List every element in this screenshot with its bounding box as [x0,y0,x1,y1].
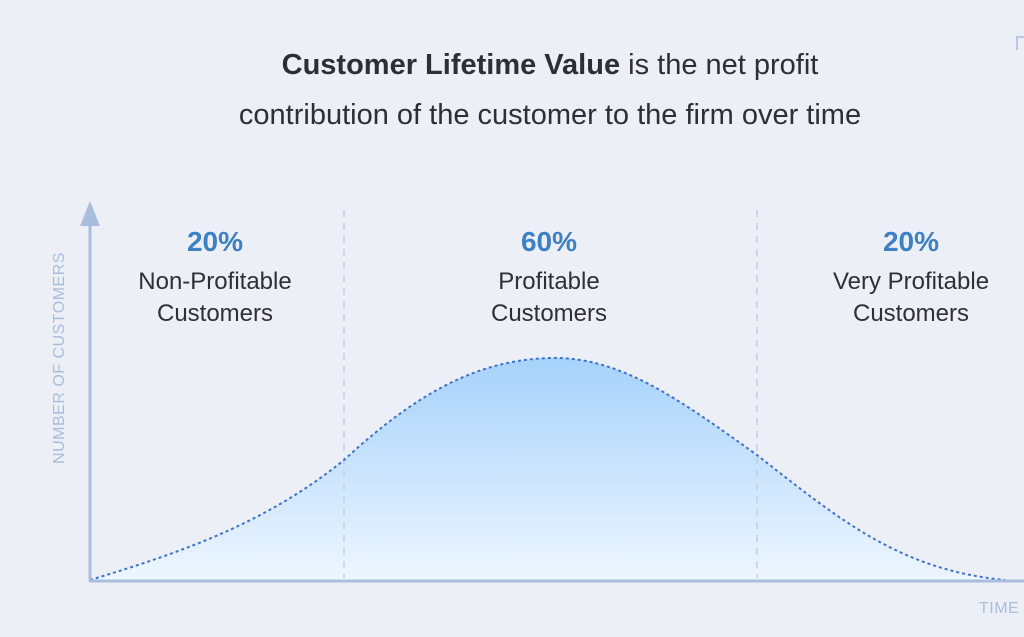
segment-label-line-2: Customers [156,300,274,327]
segment-label-line-1: Very Profitable [832,268,990,295]
title-line-1: Customer Lifetime Value is the net profi… [0,40,1024,90]
segment-percent: 60% [520,226,578,257]
segment-profitable: 60% Profitable Customers [419,222,679,330]
segment-non-profitable: 20% Non-Profitable Customers [85,222,345,330]
segment-very-profitable: 20% Very Profitable Customers [781,222,1024,330]
segment-label-line-2: Customers [490,300,608,327]
corner-bracket-icon [1016,36,1024,50]
bell-curve-fill [90,357,1005,580]
segment-label-line-2: Customers [852,300,970,327]
diagram-title: Customer Lifetime Value is the net profi… [0,40,1024,140]
title-bold-text: Customer Lifetime Value [281,49,621,81]
title-line-2: contribution of the customer to the firm… [238,99,862,131]
segment-label-line-1: Non-Profitable [138,268,292,295]
bell-curve-outline [89,356,1006,581]
x-axis-label: TIME [979,600,1020,617]
y-axis-label: NUMBER OF CUSTOMERS [51,252,68,464]
y-axis-arrow-icon [80,201,100,226]
segment-label-line-1: Profitable [498,268,600,295]
segment-percent: 20% [882,226,940,257]
segment-percent: 20% [186,226,244,257]
title-rest-text: is the net profit [620,49,819,81]
